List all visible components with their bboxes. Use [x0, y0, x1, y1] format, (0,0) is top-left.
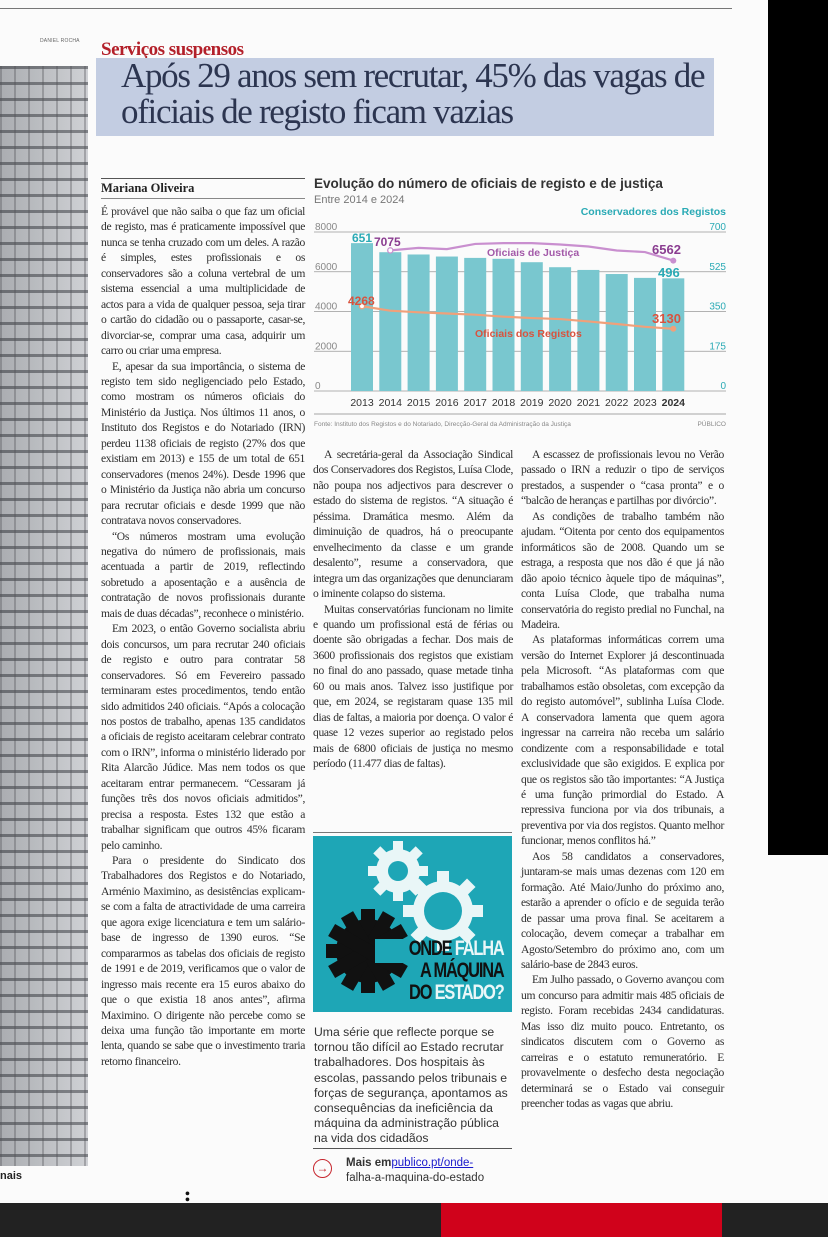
promo-caption: Uma série que reflecte porque se tornou …	[314, 1025, 508, 1146]
series-label-justica: Oficiais de Justiça	[487, 247, 579, 259]
x-axis-tick: 2019	[520, 397, 544, 409]
bar-2024	[662, 278, 685, 391]
chart-source: Fonte: Instituto dos Registos e do Notar…	[314, 421, 571, 428]
line-oficiais-registos-start-marker	[358, 302, 366, 310]
paragraph: E, apesar da sua importância, o sistema …	[101, 359, 305, 528]
right-axis-tick: 175	[709, 341, 726, 352]
headline: Após 29 anos sem recrutar, 45% das vagas…	[121, 56, 706, 131]
series-label-registos: Oficiais dos Registos	[475, 328, 582, 340]
data-label: 6562	[652, 242, 681, 257]
x-axis-tick: 2022	[605, 397, 629, 409]
right-axis-tick: 0	[720, 381, 726, 392]
divider	[101, 198, 305, 199]
chart-title: Evolução do número de oficiais de regist…	[314, 176, 663, 191]
paragraph: A escassez de profissionais levou no Ver…	[521, 448, 724, 508]
author-byline: Mariana Oliveira	[101, 181, 195, 195]
gear-icon	[326, 841, 483, 993]
left-axis-tick: 2000	[315, 341, 338, 352]
divider	[101, 178, 305, 179]
photo-credit: DANIEL ROCHA	[40, 38, 80, 44]
article-column-1: É provável que não saiba o que faz um of…	[101, 204, 305, 1069]
bar-2015	[407, 254, 430, 391]
x-axis-tick: 2017	[464, 397, 488, 409]
promo-url[interactable]: publico.pt/onde-	[391, 1157, 474, 1169]
paragraph: Aos 58 candidatos a conservadores, junta…	[521, 849, 724, 971]
kicker: Serviços suspensos	[101, 39, 244, 60]
photo-caption-fragment: nais	[0, 1170, 23, 1182]
paragraph: Em Julho passado, o Governo avançou com …	[521, 973, 724, 1111]
line-oficiais-registos-end-marker	[670, 325, 677, 332]
red-accent-bar	[441, 1203, 722, 1237]
x-axis-tick: 2013	[350, 397, 374, 409]
x-axis-tick: 2023	[633, 397, 657, 409]
data-label: 496	[658, 265, 680, 280]
divider	[313, 1148, 512, 1149]
promo-word: ONDE	[409, 937, 453, 960]
article-column-2: A secretária-geral da Associação Sindica…	[313, 447, 513, 772]
bar-2016	[435, 256, 458, 391]
x-axis-tick: 2024	[662, 397, 686, 409]
paragraph: As condições de trabalho também não ajud…	[521, 509, 724, 631]
right-axis-tick: 525	[709, 262, 726, 273]
promo-title: ONDE FALHA A MÁQUINA DO ESTADO?	[409, 937, 506, 1004]
x-axis-tick: 2015	[407, 397, 431, 409]
line-oficiais-justica	[390, 242, 674, 262]
top-rule	[0, 8, 732, 9]
paragraph: É provável que não saiba o que faz um of…	[101, 205, 305, 358]
promo-word: DO	[409, 981, 433, 1004]
data-label: 7075	[374, 235, 401, 249]
article-column-3: A escassez de profissionais levou no Ver…	[521, 447, 724, 1111]
x-axis-tick: 2018	[492, 397, 516, 409]
paragraph: Em 2023, o então Governo socialista abri…	[101, 622, 305, 852]
paragraph: Para o presidente do Sindicato dos Traba…	[101, 854, 305, 1068]
paragraph: Muitas conservatórias funcionam no limit…	[313, 602, 513, 771]
bar-2020	[549, 267, 572, 391]
series-promo-graphic[interactable]: ONDE FALHA A MÁQUINA DO ESTADO?	[313, 836, 512, 1012]
right-axis-tick: 700	[709, 222, 726, 233]
data-label: 3130	[652, 311, 681, 326]
right-axis-tick: 350	[709, 302, 726, 313]
building-photo	[0, 66, 88, 1166]
left-axis-tick: 6000	[315, 262, 338, 273]
bar-2021	[577, 269, 600, 391]
bar-2014	[379, 252, 402, 391]
paragraph: “Os números mostram uma evolução negativ…	[101, 529, 305, 620]
x-axis-tick: 2021	[577, 397, 601, 409]
right-dark-margin	[768, 0, 828, 855]
x-axis-tick: 2020	[548, 397, 572, 409]
left-axis-tick: 4000	[315, 302, 338, 313]
arrow-right-circle-icon[interactable]: →	[313, 1159, 332, 1178]
x-axis-tick: 2014	[379, 397, 403, 409]
bar-2022	[605, 274, 628, 391]
line-oficiais-justica-end-marker	[670, 257, 677, 264]
chart: Conservadores dos Registos 0 0 2000 175 4000 3…	[314, 206, 726, 428]
divider	[313, 832, 512, 833]
paragraph: As plataformas informáticas correm uma v…	[521, 633, 724, 848]
bar-2013	[351, 243, 373, 391]
link-prefix: Mais em	[346, 1157, 392, 1169]
promo-word: A MÁQUINA	[420, 959, 506, 982]
data-label: 651	[352, 231, 372, 245]
promo-link[interactable]: Mais empublico.pt/onde- falha-a-maquina-…	[346, 1156, 516, 1186]
chart-subtitle: Entre 2014 e 2024	[314, 194, 405, 206]
right-axis-title: Conservadores dos Registos	[581, 206, 726, 218]
bar-2023	[634, 277, 656, 391]
bar-2019	[520, 262, 543, 391]
left-axis-tick: 8000	[315, 222, 338, 233]
promo-word: ESTADO?	[435, 981, 505, 1004]
bar-2018	[492, 258, 515, 391]
paragraph: A secretária-geral da Associação Sindica…	[313, 448, 513, 601]
promo-word: FALHA	[455, 937, 505, 960]
data-label: 4268	[348, 294, 375, 308]
left-axis-tick: 0	[315, 381, 321, 392]
line-oficiais-registos	[361, 305, 674, 330]
line-oficiais-justica-start-marker	[387, 247, 394, 254]
promo-url-continued[interactable]: falha-a-maquina-do-estado	[346, 1172, 485, 1184]
chart-brand: PÚBLICO	[697, 419, 726, 428]
x-axis-tick: 2016	[435, 397, 459, 409]
headline-highlight	[96, 58, 714, 136]
bar-2017	[464, 257, 487, 391]
